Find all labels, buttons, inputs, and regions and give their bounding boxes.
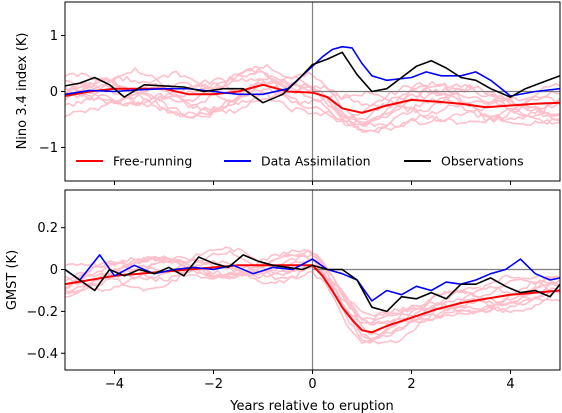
series-lines xyxy=(65,254,560,334)
series-line xyxy=(65,51,560,104)
y-tick-label: 0.2 xyxy=(37,221,58,236)
series-line xyxy=(65,45,560,97)
y-tick-label: 0 xyxy=(50,85,58,100)
y-axis-label: GMST (K) xyxy=(5,250,20,310)
ensemble-members xyxy=(65,2,560,181)
y-tick-label: −1 xyxy=(39,141,58,156)
legend: Free-running Data Assimilation Observation… xyxy=(76,154,524,169)
y-tick-label: −0.4 xyxy=(26,347,58,362)
y-tick-label: 0 xyxy=(50,263,58,278)
tick-marks: −1 0 1 xyxy=(39,29,511,185)
x-axis-label: Years relative to eruption xyxy=(229,399,394,413)
series-lines xyxy=(65,45,560,114)
series-line xyxy=(65,254,560,313)
y-tick-label: −0.2 xyxy=(26,305,58,320)
x-tick-label: −4 xyxy=(105,377,124,392)
legend-label: Observations xyxy=(441,154,524,169)
legend-label: Data Assimilation xyxy=(261,154,371,169)
gmst-panel: −4 −2 0 2 4 −0.4 −0.2 0 0.2 GMST (K) xyxy=(5,189,561,392)
x-tick-label: 4 xyxy=(506,377,514,392)
legend-label: Free-running xyxy=(113,154,192,169)
x-tick-label: 0 xyxy=(308,377,316,392)
nino34-panel: −1 0 1 Nino 3.4 index (K) Free-running Data… xyxy=(15,1,561,185)
x-tick-label: 2 xyxy=(407,377,415,392)
y-tick-label: 1 xyxy=(50,29,58,44)
y-axis-label: Nino 3.4 index (K) xyxy=(15,33,30,150)
x-tick-label: −2 xyxy=(204,377,223,392)
tick-marks: −4 −2 0 2 4 −0.4 −0.2 0 0.2 xyxy=(26,221,514,392)
